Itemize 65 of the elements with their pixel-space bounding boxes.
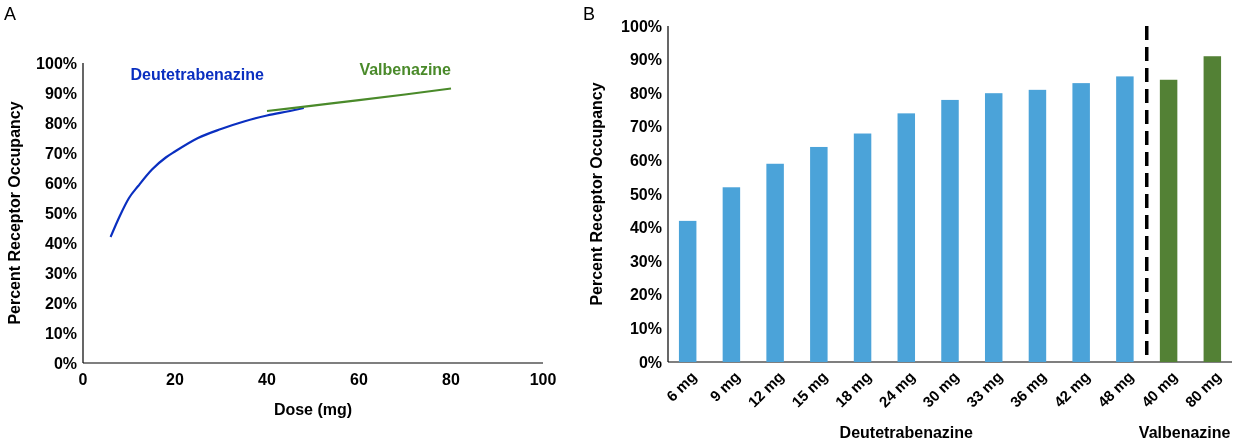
x-tick-label: 12 mg [744,367,787,411]
x-tick-label: 20 [166,371,184,388]
y-tick-label: 50% [44,204,77,222]
x-tick-label: 48 mg [1094,367,1137,411]
x-tick-label: 60 [350,371,368,388]
y-tick-label: 40% [629,219,662,237]
y-tick-label: 70% [629,118,662,136]
x-tick-label: 100 [529,371,557,388]
x-tick-label: 30 mg [919,367,962,411]
x-tick-label: 24 mg [875,367,919,411]
x-tick-label: 0 [78,371,88,388]
x-tick-label: 15 mg [787,367,831,411]
y-tick-label: 30% [44,264,77,282]
bar [810,146,828,362]
y-tick-label: 60% [629,152,662,169]
bar [984,93,1003,362]
text: Deutetrabenazine [839,424,974,441]
y-tick-label: 100% [36,54,77,72]
x-tick-label: 80 mg [1181,367,1225,411]
bar [897,113,916,362]
x-tick-label: 6 mg [662,367,700,405]
y-tick-label: 20% [629,286,662,304]
y-axis-title: Percent Receptor Occupancy [588,82,605,306]
y-tick-label: 20% [44,294,77,312]
bar [722,187,741,362]
x-tick-label: 42 mg [1050,367,1093,411]
line-series [109,106,305,239]
chart-title: A [4,4,17,24]
y-tick-label: 50% [629,185,662,203]
y-tick-label: 80% [629,84,662,102]
y-tick-label: 40% [44,234,77,252]
y-tick-label: 30% [629,252,662,270]
y-tick-label: 10% [629,320,662,337]
x-tick-label: 40 mg [1137,367,1181,411]
y-tick-label: 70% [44,144,77,162]
series-label: Valbenazine [359,60,452,78]
y-tick-label: 0% [53,354,77,372]
y-axis-title: Percent Receptor Occupancy [6,101,23,325]
bar [1072,83,1090,362]
bar [941,99,959,362]
chart-title: B [583,4,596,24]
bar [1159,79,1178,362]
x-tick-label: 9 mg [706,367,744,405]
y-tick-label: 90% [44,84,77,102]
line-series [265,87,453,113]
bar [853,133,872,362]
x-tick-label: 80 [442,371,460,388]
y-tick-label: 0% [638,353,662,371]
x-axis-title: Dose (mg) [273,401,353,418]
y-tick-label: 10% [44,324,77,342]
bar [1203,56,1222,362]
bar [766,163,784,362]
bar [1028,89,1047,362]
text: Deutetrabenazine [130,66,264,83]
x-tick-label: 33 mg [962,367,1006,411]
x-tick-label: 18 mg [831,367,875,411]
y-tick-label: 100% [621,17,662,35]
y-tick-label: 60% [44,174,77,192]
y-tick-label: 90% [629,51,662,69]
x-tick-label: 36 mg [1006,367,1050,411]
bar [1116,76,1134,362]
y-tick-label: 80% [44,114,77,132]
bar [678,220,697,362]
text: Valbenazine [1138,424,1231,441]
x-tick-label: 40 [258,371,276,388]
